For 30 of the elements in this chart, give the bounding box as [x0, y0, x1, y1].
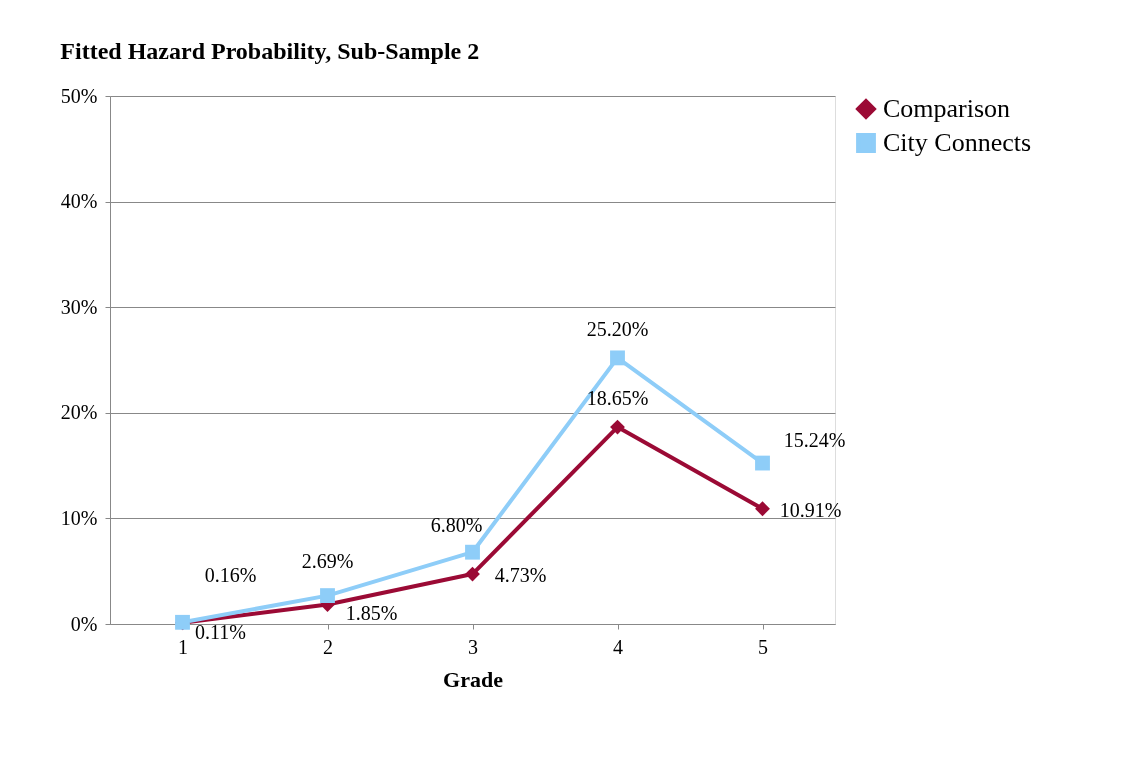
- x-axis-title: Grade: [443, 666, 504, 692]
- x-tick-label: 4: [613, 635, 623, 658]
- y-tick-label: 10%: [60, 506, 98, 529]
- y-tick-label: 40%: [60, 190, 98, 213]
- y-tick-label: 0%: [70, 612, 98, 635]
- y-tick-label: 20%: [60, 401, 98, 424]
- x-tick-label: 3: [468, 635, 478, 658]
- data-label: 10.91%: [779, 498, 842, 521]
- x-tick-label: 5: [758, 635, 768, 658]
- point: [755, 455, 770, 471]
- data-label: 6.80%: [430, 514, 483, 537]
- point: [320, 588, 335, 604]
- legend-label: City Connects: [883, 128, 1032, 157]
- point: [465, 544, 480, 560]
- y-tick-label: 50%: [60, 84, 98, 107]
- data-label: 15.24%: [783, 429, 846, 452]
- data-label: 1.85%: [345, 602, 398, 625]
- point: [610, 350, 625, 366]
- data-label: 4.73%: [494, 564, 547, 587]
- chart-title: Fitted Hazard Probability, Sub-Sample 2: [60, 38, 480, 64]
- data-label: 25.20%: [586, 317, 649, 340]
- data-label: 18.65%: [586, 387, 649, 410]
- y-tick-label: 30%: [60, 295, 98, 318]
- x-tick-label: 1: [178, 635, 188, 658]
- data-label: 0.11%: [195, 620, 246, 643]
- data-label: 2.69%: [301, 549, 354, 572]
- data-label: 0.16%: [204, 564, 257, 587]
- point: [755, 501, 770, 517]
- x-tick-label: 2: [323, 635, 333, 658]
- legend-label: Comparison: [883, 94, 1011, 123]
